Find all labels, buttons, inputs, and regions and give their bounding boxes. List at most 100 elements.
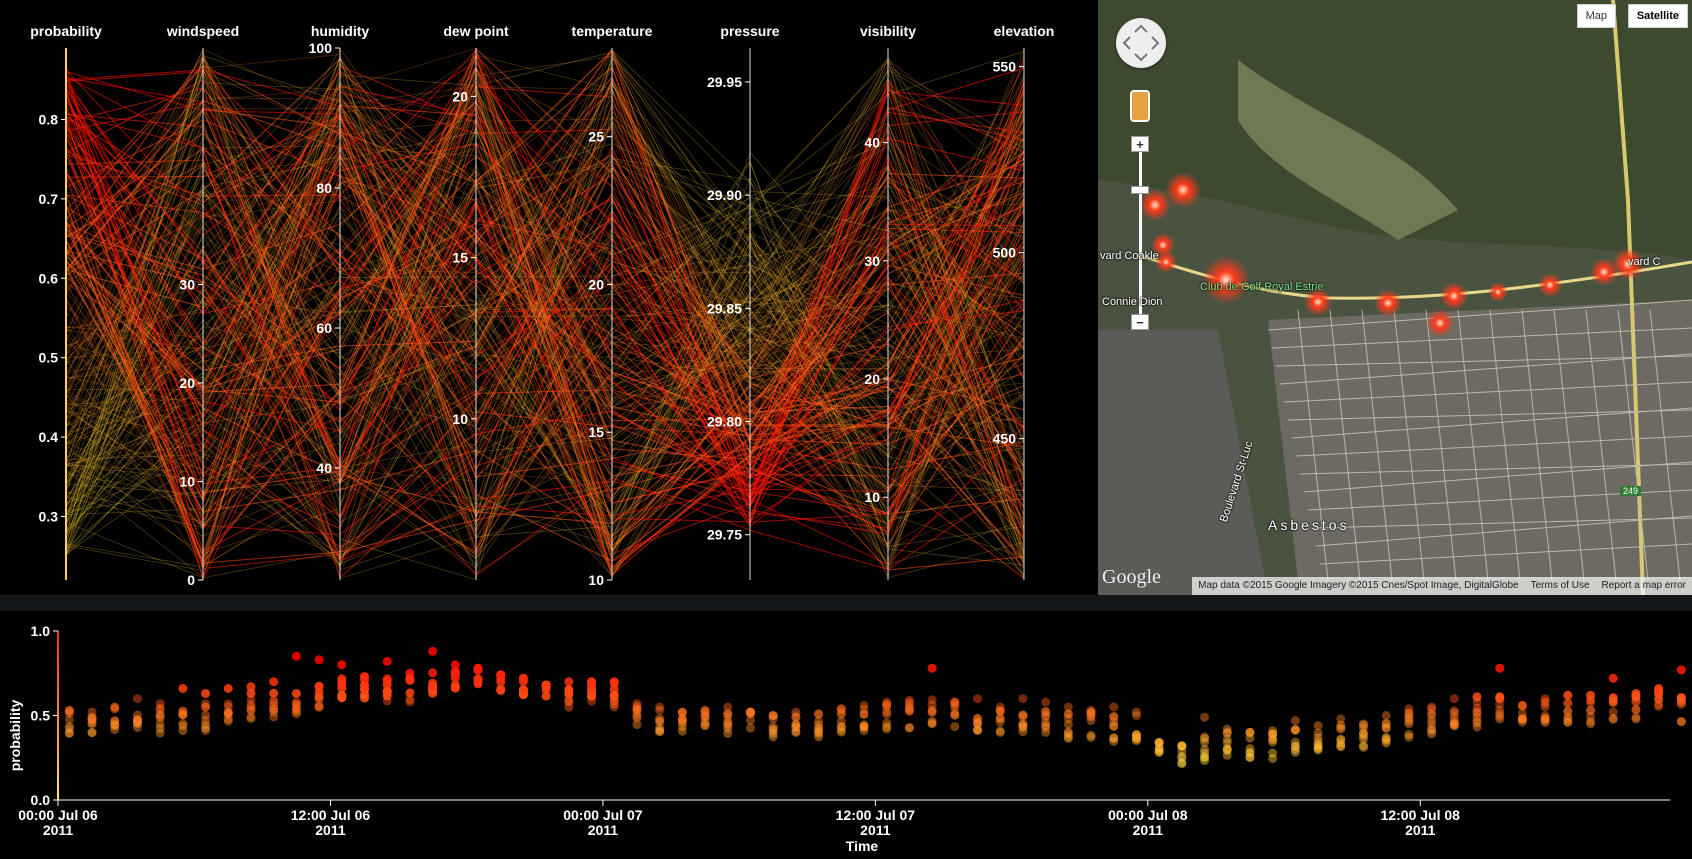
pc-line — [65, 49, 1025, 526]
pc-axis-probability[interactable]: probability 0.8 0.7 0.6 0.5 0.4 0.3 — [30, 23, 102, 580]
pc-axis-pressure[interactable]: pressure 29.95 29.90 29.85 29.80 29.75 — [707, 23, 780, 580]
ts-x-tick-label: 12:00 Jul 07 — [836, 807, 916, 823]
ts-point — [723, 709, 733, 719]
ts-point — [1563, 697, 1573, 707]
parallel-coordinates-chart[interactable]: probability 0.8 0.7 0.6 0.5 0.4 0.3 windspeed 30… — [0, 0, 1080, 595]
ts-point — [1563, 714, 1573, 724]
ts-point — [814, 716, 824, 726]
zoom-slider-handle[interactable] — [1131, 186, 1149, 194]
ts-point — [1154, 738, 1164, 747]
pc-line — [65, 75, 1025, 523]
ts-point — [1063, 727, 1073, 737]
hotspot-marker[interactable] — [1538, 273, 1562, 297]
ts-point — [859, 722, 869, 732]
hotspot-marker[interactable] — [1165, 172, 1201, 208]
terms-of-use-link[interactable]: Terms of Use — [1530, 580, 1590, 591]
ts-point — [110, 702, 120, 712]
street-view-pegman-icon[interactable] — [1130, 90, 1150, 122]
ts-point — [360, 675, 370, 685]
side-street — [1283, 381, 1692, 403]
ts-point — [246, 699, 256, 709]
pc-axis-windspeed[interactable]: windspeed 30 20 10 0 — [166, 23, 239, 588]
ts-point — [1063, 714, 1073, 724]
hotspot-marker[interactable] — [1304, 288, 1332, 316]
zoom-slider-track[interactable] — [1139, 150, 1142, 320]
hotspot-marker[interactable] — [1488, 282, 1508, 302]
ts-point — [155, 719, 165, 729]
ts-point — [291, 689, 301, 698]
map-type-map-button[interactable]: Map — [1576, 4, 1616, 28]
zoom-out-button[interactable]: − — [1131, 314, 1149, 330]
ts-point — [269, 704, 279, 714]
forest-area — [1098, 0, 1692, 260]
ts-point — [927, 707, 937, 717]
ts-point — [64, 728, 74, 738]
ts-point — [1063, 709, 1073, 719]
ts-point — [314, 700, 324, 710]
ts-point — [632, 701, 642, 711]
pc-line — [65, 118, 1025, 531]
ts-point — [1154, 748, 1164, 757]
ts-point — [1290, 725, 1300, 735]
ts-point — [1177, 751, 1187, 761]
ts-point — [1063, 702, 1073, 712]
ts-point — [201, 720, 211, 730]
side-street — [1295, 435, 1692, 457]
hotspot-marker[interactable] — [1202, 256, 1250, 304]
satellite-map[interactable] — [1098, 0, 1692, 595]
ts-point — [927, 718, 937, 728]
ts-x-tick-year: 2011 — [43, 822, 74, 838]
hotspot-marker[interactable] — [1374, 289, 1402, 317]
pc-line — [65, 248, 1025, 574]
ts-point — [814, 727, 824, 737]
map-type-satellite-button[interactable]: Satellite — [1627, 4, 1688, 28]
ts-point — [1586, 717, 1596, 727]
hotspot-marker[interactable] — [1139, 189, 1171, 221]
ts-point — [428, 688, 438, 698]
ts-point — [1154, 738, 1164, 747]
pc-tick-label: 10 — [179, 473, 195, 489]
pc-axis-dew-point[interactable]: dew point 20 15 10 — [443, 23, 509, 580]
zoom-in-button[interactable]: + — [1131, 136, 1149, 152]
pc-tick-label: 80 — [316, 180, 332, 196]
ts-point — [1540, 696, 1550, 706]
pc-line — [65, 100, 1025, 567]
ts-point — [1290, 724, 1300, 734]
ts-point — [1268, 729, 1278, 739]
ts-point — [1427, 702, 1437, 712]
pc-line — [65, 72, 1025, 560]
pc-line — [65, 47, 1025, 532]
ts-point — [1449, 706, 1459, 716]
ts-point — [1086, 712, 1096, 722]
pc-axis-temperature[interactable]: temperature 25 20 15 10 — [572, 23, 653, 588]
report-map-error-link[interactable]: Report a map error — [1601, 580, 1686, 591]
hotspot-marker[interactable] — [1440, 282, 1468, 310]
pc-tick-label: 0 — [187, 572, 195, 588]
ts-point — [1336, 742, 1346, 752]
ts-y-tick-label: 1.0 — [31, 623, 51, 639]
pc-line — [65, 213, 1025, 553]
pan-control[interactable] — [1116, 18, 1166, 68]
pc-tick-label: 0.5 — [39, 350, 59, 366]
ts-point — [745, 707, 755, 717]
pc-line — [65, 70, 1025, 517]
pc-line — [65, 70, 1025, 553]
ts-point — [700, 710, 710, 720]
ts-point — [973, 713, 983, 723]
ts-point — [1200, 752, 1210, 762]
hotspot-marker[interactable] — [1151, 233, 1175, 257]
ts-point — [132, 723, 142, 732]
timeseries-panel: 1.0 0.5 0.0 00:00 Jul 06 2011 12:00 Jul 06 201… — [0, 611, 1692, 854]
ts-point — [223, 716, 233, 726]
hotspot-marker[interactable] — [1426, 309, 1454, 337]
hotspot-marker[interactable] — [1590, 258, 1618, 286]
pc-axis-elevation[interactable]: elevation 550 500 450 — [993, 23, 1055, 580]
ts-point — [1654, 699, 1664, 709]
pc-axis-visibility[interactable]: visibility 40 30 20 10 — [860, 23, 916, 580]
map-panel[interactable]: Map Satellite + − vard Coakle vard C Clu… — [1098, 0, 1692, 595]
hotspot-marker[interactable] — [1155, 251, 1177, 273]
hotspot-marker[interactable] — [1612, 248, 1644, 280]
pc-line — [65, 192, 1025, 533]
